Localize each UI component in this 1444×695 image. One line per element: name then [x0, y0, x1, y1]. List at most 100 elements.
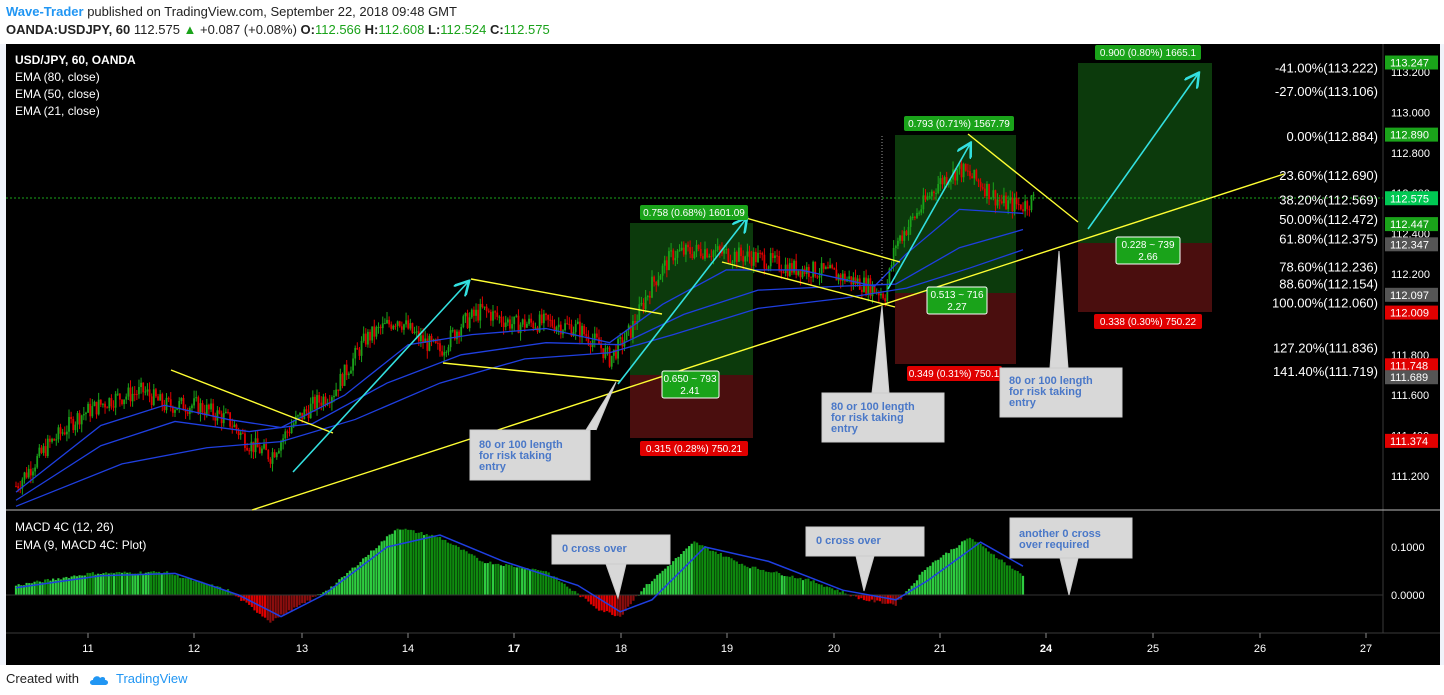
- tradingview-link[interactable]: TradingView: [88, 671, 188, 687]
- candle-body: [316, 395, 318, 409]
- candle-body: [78, 413, 81, 425]
- p2-target-text: 0.793 (0.71%) 1567.79: [908, 119, 1010, 130]
- candle-body: [409, 323, 412, 329]
- candle-body: [85, 412, 87, 415]
- macd-bar: [78, 575, 81, 595]
- author-link[interactable]: Wave-Trader: [6, 4, 84, 19]
- candle-body: [165, 397, 168, 411]
- callout-macd-3-line2: over required: [1019, 539, 1089, 551]
- time-axis[interactable]: 11 12 13 14 17 18 19 20 21 24 25 26 27: [82, 633, 1372, 655]
- macd-bar: [211, 584, 214, 595]
- candle-body: [767, 266, 770, 269]
- macd-bar: [937, 559, 940, 595]
- callout-1[interactable]: 80 or 100 length for risk taking entry: [469, 381, 617, 481]
- trend-lines: [170, 133, 1285, 511]
- trendline-flag-3-top[interactable]: [967, 133, 1079, 223]
- price-axis[interactable]: [1383, 44, 1440, 665]
- macd-bar: [701, 545, 704, 595]
- macd-bar: [688, 546, 691, 595]
- candle-body: [252, 441, 255, 453]
- arrow-1[interactable]: [292, 282, 468, 473]
- price-chart[interactable]: USD/JPY, 60, OANDA EMA (80, close) EMA (…: [6, 44, 1440, 665]
- macd-bar: [754, 566, 757, 595]
- candle-body: [905, 231, 908, 236]
- macd-bar: [844, 593, 847, 595]
- macd-bar: [370, 550, 373, 595]
- macd-bar: [57, 578, 60, 595]
- candle-body: [1022, 209, 1024, 212]
- macd-bar: [136, 573, 139, 595]
- candle-body: [841, 273, 844, 281]
- macd-bar: [825, 586, 828, 595]
- fib-label: 88.60%(112.154): [1279, 276, 1378, 291]
- candle-body: [400, 326, 403, 330]
- candle-body: [969, 171, 971, 177]
- candle-body: [538, 314, 541, 332]
- macd-bar: [823, 586, 826, 595]
- candle-body: [91, 406, 94, 417]
- time-tick: 14: [402, 643, 414, 655]
- candle-body: [413, 332, 416, 334]
- macd-bar: [809, 581, 813, 595]
- candle-body: [449, 330, 452, 348]
- macd-bar: [343, 576, 346, 595]
- candle-body: [986, 183, 988, 197]
- candle-body: [854, 277, 857, 284]
- trendline-wedge-1[interactable]: [170, 369, 334, 434]
- macd-bar: [680, 553, 683, 595]
- trendline-flag-2-bottom[interactable]: [721, 261, 896, 308]
- candle-body: [553, 326, 556, 332]
- macd-bar: [656, 574, 659, 595]
- macd-bar: [502, 566, 505, 595]
- candle-body: [769, 253, 772, 267]
- price-tag-text: 112.447: [1390, 219, 1429, 231]
- candle-body: [263, 444, 265, 449]
- macd-bar: [192, 580, 195, 595]
- candle-body: [892, 247, 895, 266]
- macd-bar: [163, 572, 166, 595]
- macd-bar: [831, 588, 834, 595]
- candle-body: [880, 293, 882, 296]
- candle-body: [1013, 197, 1016, 212]
- macd-bar: [237, 595, 240, 598]
- macd-bar: [147, 572, 150, 595]
- candle-body: [979, 181, 982, 188]
- arrow-2[interactable]: [617, 219, 746, 385]
- candle-body: [233, 424, 236, 428]
- macd-bar: [375, 548, 378, 595]
- callout-macd-2[interactable]: 0 cross over: [805, 526, 925, 592]
- macd-bar: [719, 552, 722, 595]
- candle-body: [638, 304, 641, 321]
- macd-bar: [968, 537, 972, 595]
- callout-3[interactable]: 80 or 100 length for risk taking entry: [999, 250, 1123, 418]
- macd-bar: [542, 571, 545, 595]
- candle-body: [468, 317, 471, 329]
- candle-body: [771, 253, 774, 259]
- candle-body: [712, 251, 715, 257]
- candle-body: [918, 212, 921, 214]
- callout-2[interactable]: 80 or 100 length for risk taking entry: [821, 305, 945, 443]
- trendline-flag-2-top[interactable]: [745, 217, 901, 263]
- candle-body: [869, 278, 872, 297]
- trendline-flag-1-bottom[interactable]: [442, 362, 621, 382]
- candle-body: [337, 389, 340, 391]
- legend-ema-50: EMA (50, close): [15, 87, 100, 101]
- macd-bar: [189, 578, 192, 595]
- candle-body: [51, 438, 53, 442]
- p3-ratio-tag: [1115, 236, 1181, 265]
- candle-body: [32, 471, 34, 476]
- arrow-3[interactable]: [887, 144, 970, 290]
- trendline-flag-1-top[interactable]: [470, 278, 663, 315]
- trendline-support[interactable]: [251, 173, 1285, 511]
- callout-macd-1[interactable]: 0 cross over: [551, 534, 671, 600]
- arrow-4[interactable]: [1087, 74, 1198, 230]
- price-tick: 111.600: [1391, 390, 1429, 402]
- macd-bar: [86, 572, 89, 595]
- candle-body: [44, 446, 47, 457]
- candle-body: [735, 251, 738, 262]
- position-2-profit-zone[interactable]: [895, 135, 1016, 293]
- fib-label: 23.60%(112.690): [1279, 168, 1378, 183]
- candle-body: [167, 397, 170, 400]
- callout-macd-3[interactable]: another 0 cross over required: [1009, 517, 1133, 596]
- candle-body: [600, 344, 603, 349]
